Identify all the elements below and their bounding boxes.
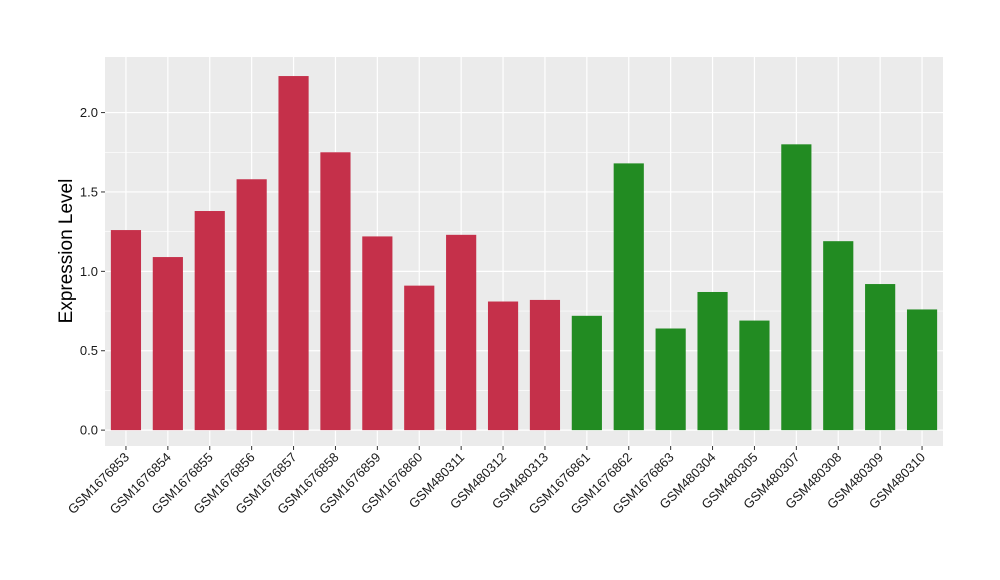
bar-GSM1676858 (320, 152, 351, 431)
y-tick-label: 1.0 (80, 264, 98, 279)
bar-GSM1676863 (655, 328, 686, 431)
bar-GSM480312 (487, 301, 519, 431)
plot-panel (105, 57, 943, 446)
bar-GSM1676854 (152, 257, 183, 431)
bar-GSM1676859 (362, 236, 393, 431)
y-tick-label: 0.5 (80, 343, 98, 358)
y-axis-title: Expression Level (56, 179, 77, 324)
bar-GSM1676857 (278, 76, 309, 431)
bar-GSM480307 (781, 144, 812, 431)
bar-GSM1676860 (404, 285, 435, 431)
bar-GSM480310 (906, 309, 938, 431)
y-tick-label: 1.5 (80, 184, 98, 199)
bar-GSM480311 (446, 234, 477, 431)
bar-GSM480304 (697, 291, 728, 431)
bar-GSM1676853 (110, 230, 142, 431)
bar-GSM480313 (529, 299, 561, 431)
y-tick-label: 0.0 (80, 423, 98, 438)
bar-GSM1676862 (613, 163, 644, 431)
bar-GSM480308 (823, 241, 854, 431)
bar-GSM1676856 (236, 179, 267, 431)
bars (110, 76, 938, 431)
bar-GSM1676861 (571, 315, 602, 431)
bar-GSM480309 (865, 284, 896, 431)
bar-GSM480305 (739, 320, 770, 431)
y-axis: 0.0 0.5 1.0 1.5 2.0 (80, 105, 105, 438)
x-axis: GSM1676853GSM1676854GSM1676855GSM1676856… (65, 446, 928, 517)
y-tick-label: 2.0 (80, 105, 98, 120)
bar-GSM1676855 (194, 211, 225, 431)
